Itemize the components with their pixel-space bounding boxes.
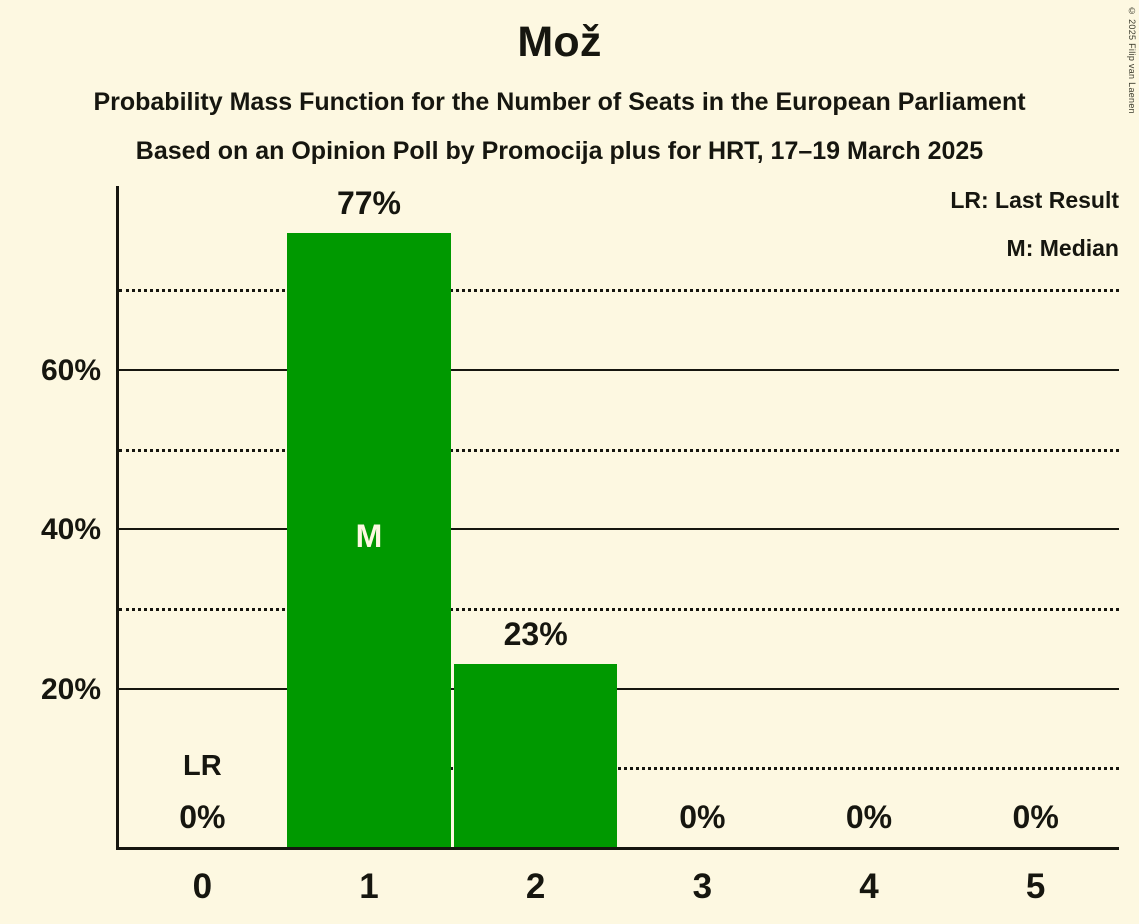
x-axis-tick-label: 5 — [1025, 867, 1046, 906]
bar-value-label: 0% — [1012, 799, 1059, 835]
bar-column: 23% 2 — [452, 186, 619, 906]
bar — [453, 663, 618, 847]
x-axis-tick-label: 0 — [192, 867, 213, 906]
x-axis-tick-label: 4 — [859, 867, 879, 906]
bar-column: 0% LR 0 — [119, 186, 286, 906]
gridline-major: 60% — [41, 354, 1119, 387]
gridline-major: 20% — [41, 673, 1119, 706]
gridline-minor — [119, 607, 1119, 611]
bar-value-label: 0% — [845, 799, 893, 835]
y-axis-tick-label: 40% — [40, 513, 101, 547]
gridline-major: 40% — [41, 513, 1119, 546]
x-axis — [116, 847, 1119, 850]
bar-column: 0% 3 — [619, 186, 786, 906]
page-title: Mož — [517, 18, 602, 66]
chart-source-line: Based on an Opinion Poll by Promocija pl… — [135, 137, 984, 165]
gridline-minor — [119, 448, 1119, 452]
plot-area: 20% 40% 60% 0% LR 0 77% M 1 23% 2 0% 3 0% 4 0% 5 — [41, 185, 1119, 906]
y-axis — [116, 186, 119, 849]
last-result-marker: LR — [119, 750, 286, 784]
bar — [287, 233, 451, 847]
bar-value-label: 0% — [679, 799, 726, 835]
bar-value-label: 77% — [336, 185, 401, 222]
x-axis-tick-label: 3 — [692, 867, 713, 906]
x-axis-tick-label: 1 — [359, 867, 379, 906]
chart-subtitle: Probability Mass Function for the Number… — [93, 88, 1026, 116]
bar-value-label: 0% — [179, 799, 226, 835]
bar-column: 0% 5 — [952, 186, 1119, 906]
gridline-minor — [119, 767, 1119, 771]
x-axis-tick-label: 2 — [525, 867, 546, 906]
y-axis-tick-label: 20% — [40, 672, 101, 706]
bar-column: 0% 4 — [786, 186, 953, 906]
median-marker: M — [355, 518, 383, 555]
gridline-minor — [119, 289, 1119, 293]
bar-column: 77% M 1 — [286, 185, 453, 906]
bar-value-label: 23% — [503, 615, 568, 652]
y-axis-tick-label: 60% — [40, 353, 101, 387]
legend-median: M: Median — [1006, 235, 1119, 261]
legend-last-result: LR: Last Result — [950, 187, 1119, 213]
copyright-notice: © 2025 Filip van Laenen — [1127, 6, 1137, 114]
